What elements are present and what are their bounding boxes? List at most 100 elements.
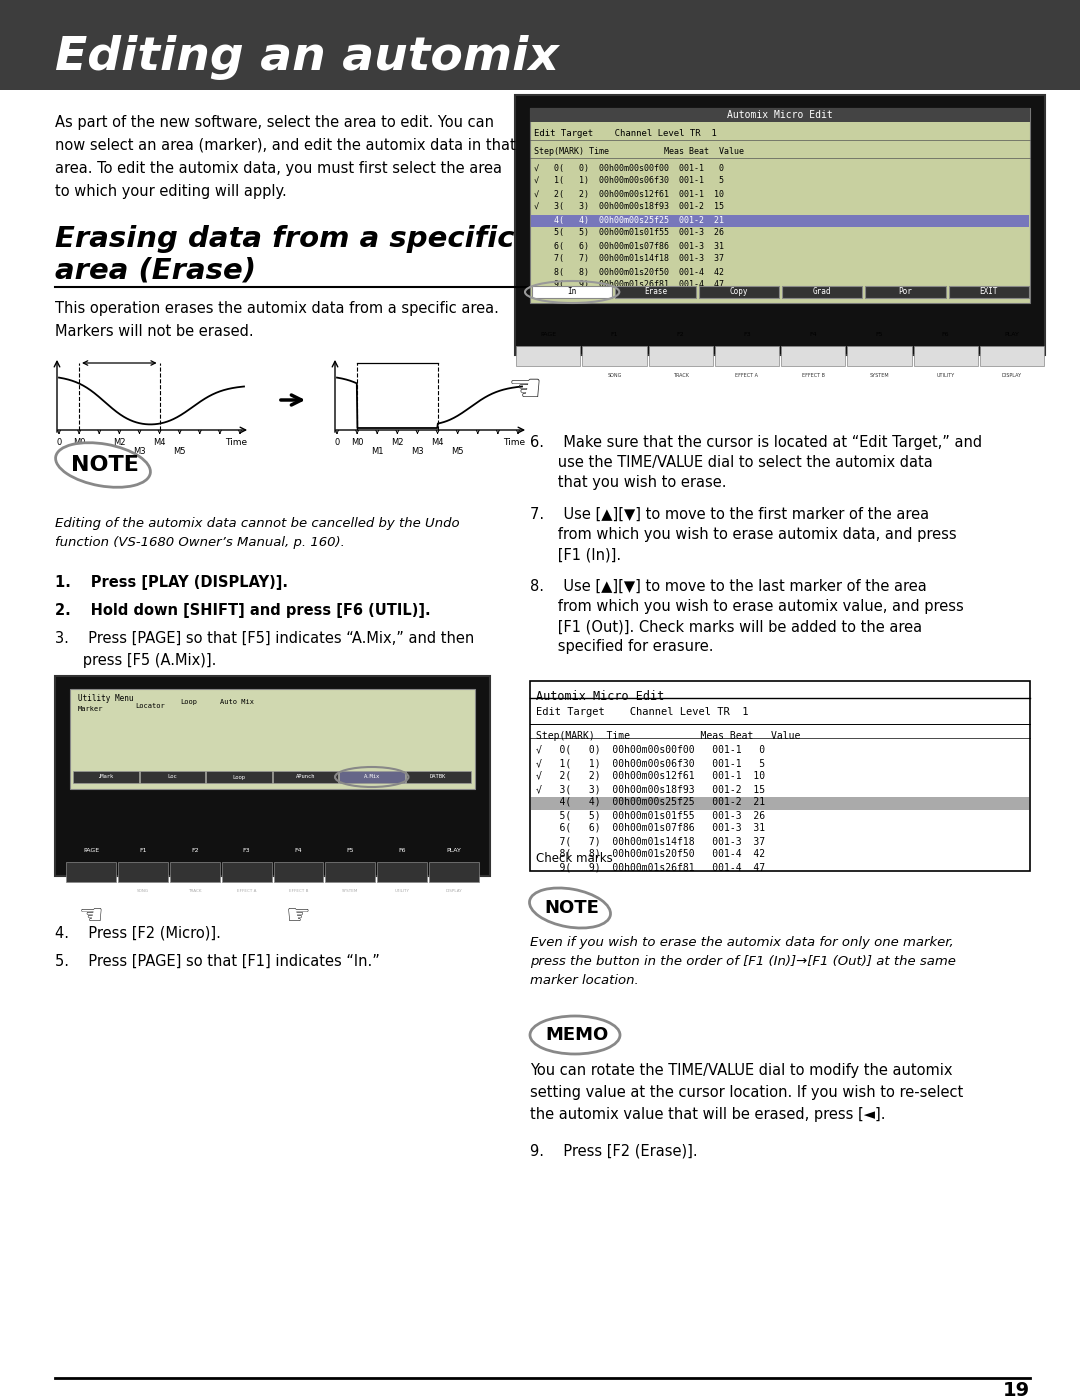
Text: 4(   4)  00h00m00s25f25   001-2  21: 4( 4) 00h00m00s25f25 001-2 21 — [536, 798, 765, 807]
FancyBboxPatch shape — [865, 286, 946, 298]
Text: specified for erasure.: specified for erasure. — [530, 638, 714, 654]
Text: M5: M5 — [451, 447, 464, 455]
Text: F2: F2 — [677, 332, 685, 338]
Text: PAGE: PAGE — [83, 848, 99, 854]
Text: APunch: APunch — [296, 774, 315, 780]
Text: 5(   5)  00h00m01s01f55  001-3  26: 5( 5) 00h00m01s01f55 001-3 26 — [534, 229, 724, 237]
FancyBboxPatch shape — [847, 346, 912, 366]
Text: Erasing data from a specific: Erasing data from a specific — [55, 225, 514, 253]
Text: the automix value that will be erased, press [◄].: the automix value that will be erased, p… — [530, 1106, 886, 1122]
Text: function (VS-1680 Owner’s Manual, p. 160).: function (VS-1680 Owner’s Manual, p. 160… — [55, 536, 345, 549]
FancyBboxPatch shape — [948, 286, 1029, 298]
Text: F3: F3 — [743, 332, 751, 338]
Text: √   3(   3)  00h00m00s18f93   001-2  15: √ 3( 3) 00h00m00s18f93 001-2 15 — [536, 784, 765, 793]
Text: Step(MARK)  Time            Meas Beat   Value: Step(MARK) Time Meas Beat Value — [536, 731, 800, 740]
Text: Edit Target    Channel Level TR  1: Edit Target Channel Level TR 1 — [534, 130, 717, 138]
Text: now select an area (marker), and edit the automix data in that: now select an area (marker), and edit th… — [55, 138, 516, 154]
Text: ☜: ☜ — [79, 902, 104, 930]
Text: Edit Target    Channel Level TR  1: Edit Target Channel Level TR 1 — [536, 707, 748, 717]
Text: Time: Time — [503, 439, 525, 447]
FancyBboxPatch shape — [118, 862, 167, 882]
FancyBboxPatch shape — [530, 108, 1030, 303]
Text: 7(   7)  00h00m01s14f18   001-3  37: 7( 7) 00h00m01s14f18 001-3 37 — [536, 835, 765, 847]
Text: EFFECT B: EFFECT B — [801, 373, 825, 379]
Text: Utility Menu: Utility Menu — [78, 694, 134, 703]
Text: You can rotate the TIME/VALUE dial to modify the automix: You can rotate the TIME/VALUE dial to mo… — [530, 1063, 953, 1078]
Text: UTILITY: UTILITY — [394, 888, 409, 893]
FancyBboxPatch shape — [272, 771, 338, 782]
FancyBboxPatch shape — [66, 862, 116, 882]
Text: DATBK: DATBK — [430, 774, 446, 780]
Text: √   0(   0)  00h00m00s00f00   001-1   0: √ 0( 0) 00h00m00s00f00 001-1 0 — [536, 745, 765, 754]
Text: M1: M1 — [370, 447, 383, 455]
FancyBboxPatch shape — [206, 771, 271, 782]
Ellipse shape — [55, 443, 150, 488]
Text: As part of the new software, select the area to edit. You can: As part of the new software, select the … — [55, 115, 494, 130]
Text: 7(   7)  00h00m01s14f18  001-3  37: 7( 7) 00h00m01s14f18 001-3 37 — [534, 254, 724, 264]
FancyBboxPatch shape — [0, 0, 1080, 89]
Text: TRACK: TRACK — [673, 373, 689, 379]
Text: 6.   Make sure that the cursor is located at “Edit Target,” and: 6. Make sure that the cursor is located … — [530, 434, 982, 450]
FancyBboxPatch shape — [516, 346, 580, 366]
Text: ♩Mark: ♩Mark — [97, 774, 113, 780]
Text: 9(   9)  00h00m01s26f81   001-4  47: 9( 9) 00h00m01s26f81 001-4 47 — [536, 862, 765, 872]
Text: ☜: ☜ — [508, 372, 542, 409]
Text: √   2(   2)  00h00m00s12f61  001-1  10: √ 2( 2) 00h00m00s12f61 001-1 10 — [534, 190, 724, 198]
Text: NOTE: NOTE — [71, 455, 139, 475]
Text: MEMO: MEMO — [545, 1025, 609, 1044]
Text: Automix Micro Edit: Automix Micro Edit — [536, 690, 664, 704]
Text: F1: F1 — [139, 848, 147, 854]
Text: DISPLAY: DISPLAY — [446, 888, 462, 893]
FancyBboxPatch shape — [55, 676, 490, 876]
Text: M3: M3 — [411, 447, 423, 455]
FancyBboxPatch shape — [699, 286, 779, 298]
Text: from which you wish to erase automix data, and press: from which you wish to erase automix dat… — [530, 527, 957, 542]
Text: √   0(   0)  00h00m00s00f00  001-1   0: √ 0( 0) 00h00m00s00f00 001-1 0 — [534, 163, 724, 172]
Text: Locator: Locator — [135, 703, 165, 710]
Text: setting value at the cursor location. If you wish to re-select: setting value at the cursor location. If… — [530, 1085, 963, 1099]
Text: F5: F5 — [876, 332, 883, 338]
Text: from which you wish to erase automix value, and press: from which you wish to erase automix val… — [530, 599, 963, 615]
Text: 0: 0 — [56, 439, 62, 447]
Text: Copy: Copy — [730, 288, 748, 296]
Text: Check marks: Check marks — [536, 852, 612, 866]
FancyBboxPatch shape — [221, 862, 271, 882]
Text: F4: F4 — [809, 332, 816, 338]
Text: SONG: SONG — [607, 373, 622, 379]
Text: UTILITY: UTILITY — [936, 373, 955, 379]
Text: 2.   Hold down [SHIFT] and press [F6 (UTIL)].: 2. Hold down [SHIFT] and press [F6 (UTIL… — [55, 604, 431, 617]
Text: 8.   Use [▲][▼] to move to the last marker of the area: 8. Use [▲][▼] to move to the last marker… — [530, 578, 927, 594]
FancyBboxPatch shape — [715, 346, 779, 366]
FancyBboxPatch shape — [616, 286, 696, 298]
Text: In: In — [568, 288, 577, 296]
Text: M4: M4 — [153, 439, 166, 447]
Text: marker location.: marker location. — [530, 974, 638, 988]
Text: Editing of the automix data cannot be cancelled by the Undo: Editing of the automix data cannot be ca… — [55, 517, 460, 529]
Text: F6: F6 — [942, 332, 949, 338]
Text: √   1(   1)  00h00m00s06f30   001-1   5: √ 1( 1) 00h00m00s06f30 001-1 5 — [536, 759, 765, 768]
Text: EXIT: EXIT — [980, 288, 998, 296]
Text: PLAY: PLAY — [447, 848, 461, 854]
Text: √   1(   1)  00h00m00s06f30  001-1   5: √ 1( 1) 00h00m00s06f30 001-1 5 — [534, 176, 724, 186]
Text: Automix Micro Edit: Automix Micro Edit — [727, 110, 833, 120]
Text: 6(   6)  00h00m01s07f86   001-3  31: 6( 6) 00h00m01s07f86 001-3 31 — [536, 823, 765, 833]
Text: NOTE: NOTE — [544, 900, 599, 916]
Text: 5.   Press [PAGE] so that [F1] indicates “In.”: 5. Press [PAGE] so that [F1] indicates “… — [55, 954, 380, 970]
Text: F5: F5 — [347, 848, 354, 854]
Text: TRACK: TRACK — [188, 888, 202, 893]
Text: Marker: Marker — [78, 705, 104, 712]
Text: that you wish to erase.: that you wish to erase. — [530, 475, 727, 490]
Text: EFFECT B: EFFECT B — [288, 888, 308, 893]
Text: M0: M0 — [72, 439, 85, 447]
Text: Grad: Grad — [813, 288, 832, 296]
Text: ☞: ☞ — [286, 902, 311, 930]
Text: F6: F6 — [399, 848, 406, 854]
FancyBboxPatch shape — [781, 346, 846, 366]
Text: This operation erases the automix data from a specific area.: This operation erases the automix data f… — [55, 300, 499, 316]
Text: 0: 0 — [335, 439, 339, 447]
Text: 1.   Press [PLAY (DISPLAY)].: 1. Press [PLAY (DISPLAY)]. — [55, 576, 288, 590]
Text: Time: Time — [225, 439, 247, 447]
Text: use the TIME/VALUE dial to select the automix data: use the TIME/VALUE dial to select the au… — [530, 455, 933, 469]
Text: [F1 (Out)]. Check marks will be added to the area: [F1 (Out)]. Check marks will be added to… — [530, 619, 922, 634]
FancyBboxPatch shape — [530, 108, 1030, 122]
